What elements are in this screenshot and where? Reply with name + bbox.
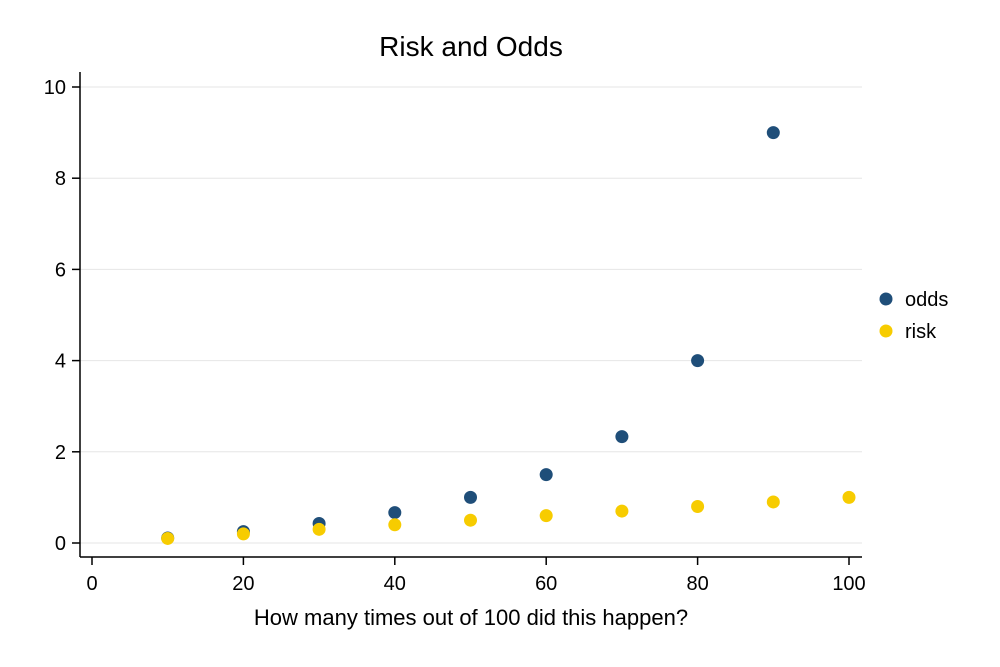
x-axis-ticks: 0 20 40 60 80 100: [86, 557, 866, 595]
y-tick-label: 6: [55, 259, 66, 281]
y-tick-label: 10: [44, 77, 66, 99]
risk-point: [615, 504, 629, 518]
x-axis-label: How many times out of 100 did this happe…: [254, 605, 688, 630]
x-tick-label: 20: [232, 573, 254, 595]
risk-point: [691, 500, 705, 514]
risk-point: [766, 495, 780, 509]
data-points: [161, 126, 856, 545]
odds-point: [766, 126, 780, 140]
legend-marker-risk: [879, 324, 893, 338]
risk-point: [388, 518, 402, 532]
odds-point: [691, 354, 705, 368]
legend: odds risk: [879, 289, 948, 343]
risk-point: [539, 509, 553, 523]
risk-point: [842, 490, 856, 504]
risk-point: [161, 531, 175, 545]
y-axis-ticks: 0 2 4 6 8 10: [44, 77, 80, 555]
legend-label-odds: odds: [905, 289, 948, 311]
axes: [79, 72, 862, 558]
x-tick-label: 60: [535, 573, 557, 595]
x-tick-label: 0: [86, 573, 97, 595]
y-tick-label: 8: [55, 168, 66, 190]
risk-point: [312, 522, 326, 536]
x-tick-label: 80: [686, 573, 708, 595]
y-tick-label: 4: [55, 351, 66, 373]
x-tick-label: 100: [832, 573, 865, 595]
risk-point: [236, 527, 250, 541]
y-tick-label: 0: [55, 533, 66, 555]
odds-point: [615, 430, 629, 444]
odds-point: [388, 506, 402, 520]
chart-title: Risk and Odds: [379, 31, 563, 62]
gridlines: [80, 86, 862, 544]
legend-label-risk: risk: [905, 321, 937, 343]
y-tick-label: 2: [55, 442, 66, 464]
x-tick-label: 40: [384, 573, 406, 595]
odds-point: [464, 490, 477, 504]
legend-marker-odds: [879, 292, 893, 306]
odds-point: [539, 468, 553, 482]
risk-point: [464, 513, 477, 527]
